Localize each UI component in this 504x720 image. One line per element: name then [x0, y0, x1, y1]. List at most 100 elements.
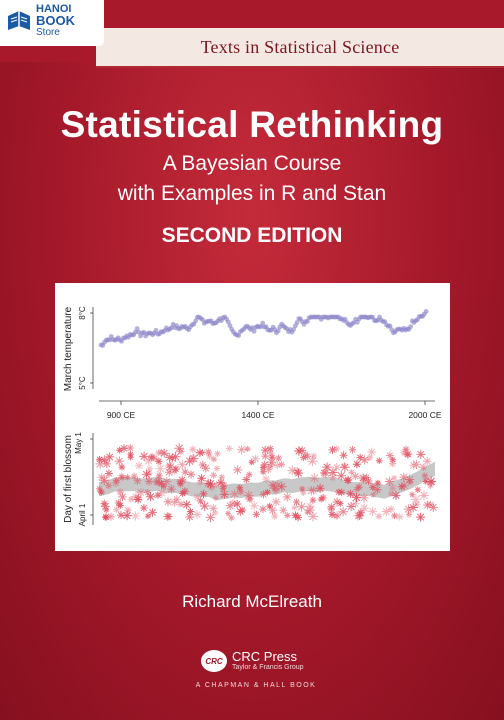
- blossom-point: [171, 467, 178, 475]
- blossom-point: [388, 483, 397, 493]
- blossom-point: [319, 494, 328, 502]
- blossom-point: [381, 507, 391, 517]
- blossom-point: [135, 461, 143, 470]
- temperature-point: [423, 309, 429, 314]
- blossom-point: [101, 500, 108, 507]
- blossom-point: [141, 469, 152, 480]
- blossom-point: [402, 445, 410, 453]
- top-ytick-high: 8°C: [78, 306, 87, 320]
- blossom-point: [259, 468, 267, 475]
- crc-logo-text: CRC: [205, 657, 223, 666]
- blossom-point: [160, 483, 167, 490]
- blossom-point: [374, 479, 382, 487]
- book-title: Statistical Rethinking: [60, 104, 444, 145]
- blossom-point: [96, 456, 103, 463]
- blossom-point: [391, 491, 401, 500]
- blossom-point: [300, 489, 307, 497]
- blossom-point: [139, 503, 148, 512]
- blossom-point: [199, 489, 208, 498]
- blossom-point: [333, 513, 340, 520]
- blossom-point: [207, 482, 216, 492]
- blossom-point: [98, 488, 105, 496]
- blossom-point: [235, 507, 245, 516]
- blossom-point: [133, 477, 142, 485]
- temperature-point: [225, 319, 231, 325]
- blossom-point: [356, 512, 364, 520]
- blossom-point: [164, 467, 174, 477]
- blossom-point: [275, 454, 283, 462]
- blossom-point: [174, 443, 185, 454]
- blossom-point: [179, 490, 187, 497]
- blossom-point: [139, 451, 149, 461]
- blossom-point: [165, 461, 174, 470]
- blossom-point: [199, 449, 206, 456]
- blossom-point: [332, 463, 341, 472]
- blossom-point: [165, 462, 176, 472]
- blossom-point: [358, 473, 368, 483]
- crc-logo-icon: CRC: [201, 650, 227, 672]
- blossom-point: [177, 447, 185, 456]
- blossom-point: [307, 456, 318, 467]
- blossom-point: [113, 506, 120, 513]
- blossom-point: [399, 480, 409, 491]
- blossom-point: [199, 501, 210, 511]
- blossom-point: [177, 475, 187, 485]
- blossom-point: [332, 497, 342, 507]
- blossom-point: [427, 478, 435, 487]
- blossom-point: [131, 492, 141, 502]
- blossom-point: [252, 510, 260, 518]
- blossom-point: [352, 460, 361, 469]
- top-ylabel: March temperature: [63, 306, 74, 391]
- blossom-point: [187, 508, 194, 515]
- blossom-point: [124, 474, 131, 481]
- temperature-point: [200, 317, 205, 322]
- blossom-point: [165, 452, 175, 462]
- blossom-point: [267, 450, 275, 457]
- blossom-point: [287, 465, 298, 476]
- blossom-point: [291, 511, 300, 520]
- blossom-point: [419, 463, 427, 471]
- temperature-point: [294, 320, 300, 325]
- blossom-point: [423, 500, 432, 510]
- store-logo-line3: Store: [36, 27, 60, 38]
- blossom-point: [315, 483, 325, 493]
- blossom-point: [308, 511, 318, 522]
- blossom-point: [182, 500, 192, 510]
- blossom-point: [248, 459, 255, 466]
- blossom-point: [428, 502, 438, 512]
- blossom-point: [104, 469, 113, 478]
- blossom-point: [310, 452, 318, 460]
- blossom-point: [155, 449, 162, 457]
- blossom-point: [130, 472, 138, 480]
- blossom-point: [419, 490, 429, 501]
- blossom-point: [155, 463, 166, 474]
- blossom-point: [245, 495, 254, 503]
- blossom-point: [300, 454, 308, 462]
- bottom-ylabel: Day of first blossom: [63, 435, 74, 523]
- blossom-point: [116, 501, 124, 509]
- temperature-point: [275, 328, 281, 334]
- blossom-point: [155, 457, 163, 465]
- blossom-point: [294, 468, 304, 478]
- subtitle-line2: with Examples in R and Stan: [117, 182, 387, 205]
- blossom-point: [237, 445, 247, 455]
- blossom-point: [409, 460, 419, 470]
- blossom-point: [309, 473, 320, 483]
- blossom-point: [301, 450, 310, 458]
- blossom-point: [395, 512, 404, 521]
- blossom-point: [397, 482, 406, 491]
- temperature-point: [153, 327, 159, 333]
- blossom-point: [113, 477, 120, 484]
- blossom-point: [193, 493, 202, 502]
- blossom-point: [220, 481, 228, 489]
- blossom-point: [116, 488, 124, 496]
- blossom-point: [384, 476, 394, 487]
- blossom-point: [359, 493, 369, 503]
- blossom-point: [375, 512, 383, 520]
- blossom-point: [298, 446, 307, 455]
- blossom-point: [124, 506, 132, 514]
- blossom-point: [322, 462, 332, 472]
- blossom-point: [151, 455, 159, 462]
- blossom-point: [117, 511, 125, 519]
